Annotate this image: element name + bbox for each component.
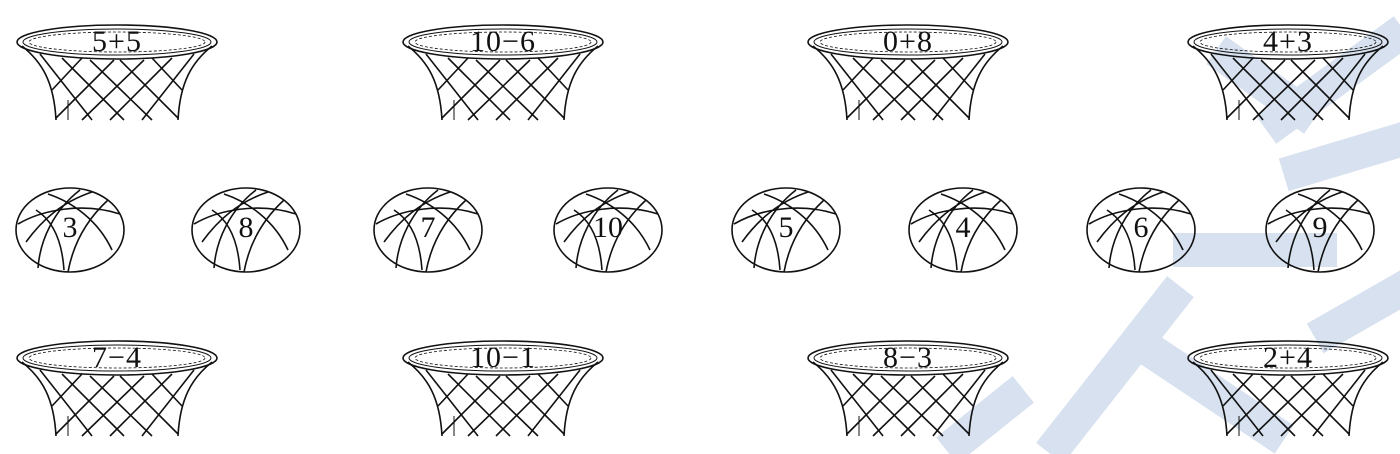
basketball-icon xyxy=(731,187,841,273)
hoop-top-1: 5+5 xyxy=(12,22,222,122)
hoop-bottom-3: 8−3 xyxy=(803,338,1013,438)
hoop-bottom-2: 10−1 xyxy=(398,338,608,438)
ball-6: 4 xyxy=(905,180,1021,276)
ball-1: 3 xyxy=(12,180,128,276)
basketball-hoop-icon xyxy=(16,340,218,437)
ball-7: 6 xyxy=(1083,180,1199,276)
hoop-bottom-1: 7−4 xyxy=(12,338,222,438)
basketball-hoop-icon xyxy=(402,24,604,121)
hoop-bottom-4: 2+4 xyxy=(1183,338,1393,438)
ball-3: 7 xyxy=(370,180,486,276)
basketball-hoop-icon xyxy=(402,340,604,437)
hoop-top-2: 10−6 xyxy=(398,22,608,122)
ball-2: 8 xyxy=(188,180,304,276)
basketball-icon xyxy=(15,187,125,273)
basketball-icon xyxy=(191,187,301,273)
basketball-hoop-icon xyxy=(1187,24,1389,121)
basketball-hoop-icon xyxy=(16,24,218,121)
ball-8: 9 xyxy=(1262,180,1378,276)
ball-5: 5 xyxy=(728,180,844,276)
basketball-icon xyxy=(553,187,663,273)
basketball-icon xyxy=(1265,187,1375,273)
hoop-top-3: 0+8 xyxy=(803,22,1013,122)
basketball-hoop-icon xyxy=(1187,340,1389,437)
basketball-icon xyxy=(373,187,483,273)
ball-4: 10 xyxy=(550,180,666,276)
hoop-top-4: 4+3 xyxy=(1183,22,1393,122)
basketball-icon xyxy=(1086,187,1196,273)
basketball-hoop-icon xyxy=(807,340,1009,437)
basketball-icon xyxy=(908,187,1018,273)
basketball-hoop-icon xyxy=(807,24,1009,121)
